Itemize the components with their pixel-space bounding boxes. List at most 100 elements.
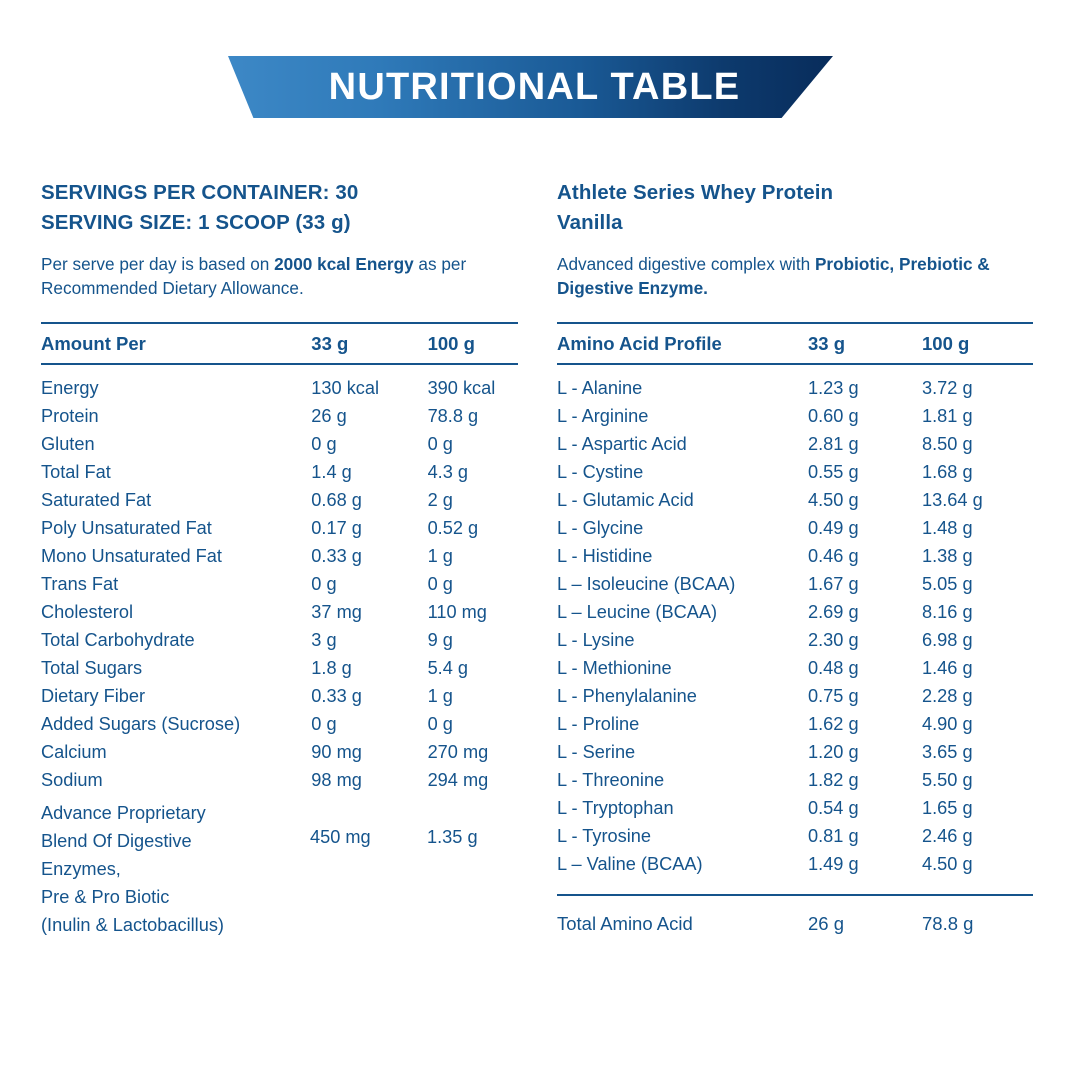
table-rule-header — [41, 363, 518, 366]
row-value-100g: 1.48 g — [922, 518, 973, 539]
nutrition-table: Amount Per 33 g 100 g Energy 130 kcal 390 … — [41, 321, 518, 940]
row-value-100g: 5.05 g — [922, 574, 973, 595]
row-label: L - Lysine — [557, 630, 635, 651]
row-label: L – Isoleucine (BCAA) — [557, 574, 736, 595]
row-value-100g: 8.50 g — [922, 434, 973, 455]
row-label: Trans Fat — [41, 574, 119, 595]
column-header-100g: 100 g — [922, 333, 970, 355]
table-row: L - Alanine 1.23 g 3.72 g — [557, 378, 1033, 406]
amino-table-header: Amino Acid Profile 33 g 100 g — [557, 324, 1033, 363]
table-row-blend: Advance Proprietary Blend Of Digestive Enz… — [41, 799, 518, 939]
table-row: Calcium 90 mg 270 mg — [41, 742, 518, 770]
table-row: Cholesterol 37 mg 110 mg — [41, 602, 518, 630]
servings-per-container: SERVINGS PER CONTAINER: 30 — [41, 181, 359, 204]
table-row: L - Tyrosine 0.81 g 2.46 g — [557, 826, 1033, 854]
row-label: Poly Unsaturated Fat — [41, 518, 212, 539]
row-label: Sodium — [41, 770, 103, 791]
row-value-33g: 0 g — [311, 434, 337, 455]
row-value-100g: 4.3 g — [427, 462, 469, 483]
table-row: Dietary Fiber 0.33 g 1 g — [41, 686, 518, 714]
row-value-33g: 1.49 g — [808, 854, 859, 875]
amino-rule-total — [557, 894, 1033, 897]
row-label: L – Valine (BCAA) — [557, 854, 703, 875]
digestive-complex-note: Advanced digestive complex with Probioti… — [557, 253, 1037, 299]
row-value-100g: 78.8 g — [427, 406, 479, 427]
table-row: L - Lysine 2.30 g 6.98 g — [557, 630, 1033, 658]
row-label: L - Phenylalanine — [557, 686, 697, 707]
row-label: Total Sugars — [41, 658, 143, 679]
blend-label-line: (Inulin & Lactobacillus) — [41, 915, 224, 936]
row-value-100g: 13.64 g — [922, 490, 983, 511]
row-value-33g: 0 g — [311, 574, 337, 595]
table-row: Sodium 98 mg 294 mg — [41, 770, 518, 798]
serving-size: SERVING SIZE: 1 SCOOP (33 g) — [41, 210, 351, 234]
row-value-33g: 0.17 g — [311, 518, 362, 539]
row-label: Cholesterol — [41, 602, 133, 623]
table-row: L - Aspartic Acid 2.81 g 8.50 g — [557, 434, 1033, 462]
row-value-33g: 0 g — [311, 714, 337, 735]
table-row: L - Glycine 0.49 g 1.48 g — [557, 518, 1033, 546]
row-value-100g: 8.16 g — [922, 602, 973, 623]
row-label: Calcium — [41, 742, 107, 763]
header-banner: NUTRITIONAL TABLE — [228, 56, 833, 118]
total-amino-acid-33g: 26 g — [808, 913, 845, 935]
row-value-33g: 90 mg — [311, 742, 362, 763]
row-value-33g: 1.8 g — [311, 658, 352, 679]
table-row: Added Sugars (Sucrose) 0 g 0 g — [41, 714, 518, 742]
table-row: L - Glutamic Acid 4.50 g 13.64 g — [557, 490, 1033, 518]
table-row: Trans Fat 0 g 0 g — [41, 574, 518, 602]
row-label: Total Fat — [41, 462, 111, 483]
row-label: Added Sugars (Sucrose) — [41, 714, 241, 735]
amino-table-body: L - Alanine 1.23 g 3.72 g L - Arginine 0.60 … — [557, 365, 1033, 882]
amino-acid-panel: Athlete Series Whey Protein Vanilla Adva… — [557, 178, 1037, 935]
blend-values: 450 mg 1.35 g — [310, 799, 518, 939]
nutrition-table-header: Amount Per 33 g 100 g — [41, 324, 518, 363]
table-row: L - Phenylalanine 0.75 g 2.28 g — [557, 686, 1033, 714]
row-label: Protein — [41, 406, 99, 427]
row-value-100g: 3.72 g — [922, 378, 973, 399]
row-value-33g: 4.50 g — [808, 490, 859, 511]
digestive-note-emphasis: Probiotic, Prebiotic & Digestive Enzyme. — [557, 254, 990, 298]
table-row: Protein 26 g 78.8 g — [41, 406, 518, 434]
row-value-100g: 2 g — [427, 490, 453, 511]
row-value-33g: 2.81 g — [808, 434, 859, 455]
servings-heading: SERVINGS PER CONTAINER: 30 SERVING SIZE:… — [41, 178, 521, 237]
row-value-100g: 390 kcal — [427, 378, 496, 399]
row-value-33g: 37 mg — [311, 602, 362, 623]
row-value-100g: 6.98 g — [922, 630, 973, 651]
rda-note-emphasis: 2000 kcal Energy — [274, 254, 414, 275]
table-row: L - Cystine 0.55 g 1.68 g — [557, 462, 1033, 490]
blend-label-line: Blend Of Digestive — [41, 831, 192, 852]
row-value-33g: 26 g — [311, 406, 347, 427]
rda-note-part2: as per Recommended Dietary Allowance. — [41, 254, 467, 298]
row-label: L - Histidine — [557, 546, 653, 567]
amino-acid-table: Amino Acid Profile 33 g 100 g L - Alanin… — [557, 321, 1033, 936]
row-value-33g: 0.33 g — [311, 686, 362, 707]
row-label: L – Leucine (BCAA) — [557, 602, 718, 623]
column-header-33g: 33 g — [311, 333, 349, 355]
row-label: L - Proline — [557, 714, 640, 735]
table-row: L - Tryptophan 0.54 g 1.65 g — [557, 798, 1033, 826]
row-value-100g: 5.4 g — [427, 658, 469, 679]
column-header-amount-per: Amount Per — [41, 333, 146, 355]
table-row: L – Leucine (BCAA) 2.69 g 8.16 g — [557, 602, 1033, 630]
row-value-100g: 1 g — [427, 686, 453, 707]
row-label: L - Tryptophan — [557, 798, 674, 819]
row-value-33g: 0.60 g — [808, 406, 859, 427]
table-row: Total Sugars 1.8 g 5.4 g — [41, 658, 518, 686]
total-amino-acid-100g: 78.8 g — [922, 913, 974, 935]
row-value-33g: 2.69 g — [808, 602, 859, 623]
row-value-100g: 0 g — [427, 574, 453, 595]
row-label: L - Glutamic Acid — [557, 490, 694, 511]
row-value-33g: 0.49 g — [808, 518, 859, 539]
table-row: L - Arginine 0.60 g 1.81 g — [557, 406, 1033, 434]
row-value-100g: 3.65 g — [922, 742, 973, 763]
product-name-line1: Athlete Series Whey Protein — [557, 181, 834, 204]
blend-value-33g: 450 mg — [310, 827, 371, 848]
row-value-100g: 5.50 g — [922, 770, 973, 791]
row-value-33g: 0.68 g — [311, 490, 362, 511]
page-title: NUTRITIONAL TABLE — [328, 66, 741, 108]
row-label: Total Carbohydrate — [41, 630, 195, 651]
row-value-100g: 1 g — [427, 546, 453, 567]
row-value-33g: 0.75 g — [808, 686, 859, 707]
